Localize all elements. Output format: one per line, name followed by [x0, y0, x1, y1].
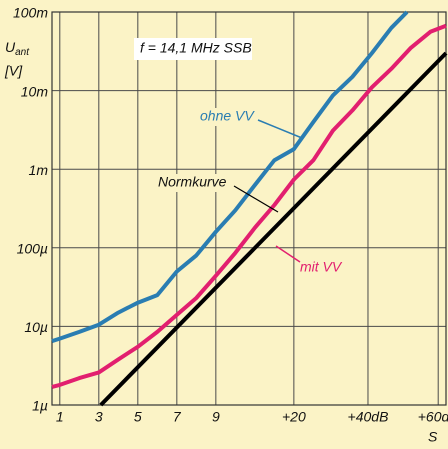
y-label-subscript: ant: [15, 47, 30, 58]
x-tick-label: 5: [134, 409, 142, 425]
label-bg: [296, 259, 348, 277]
annotation-box: [134, 38, 252, 60]
x-tick-label: 9: [212, 409, 220, 425]
y-tick-label: 10m: [21, 83, 49, 99]
y-tick-label: 100µ: [17, 241, 48, 257]
plot-frame: [51, 11, 447, 406]
y-label-unit: [V]: [4, 63, 23, 79]
leader-line: [257, 119, 303, 139]
series-label: ohne VV: [200, 108, 255, 124]
leader-line: [275, 245, 301, 263]
y-tick-label: 100m: [13, 5, 48, 21]
series-line: [51, 10, 409, 344]
x-tick-label: +20: [282, 409, 306, 425]
x-tick-label: 7: [173, 409, 182, 425]
series-label: Normkurve: [158, 174, 227, 190]
series-line: [51, 23, 447, 389]
label-bg: [196, 108, 258, 126]
y-tick-label: 1m: [29, 162, 49, 178]
grid: [52, 11, 446, 406]
label-bg: [154, 174, 234, 192]
series-label: mit VV: [300, 259, 343, 275]
y-tick-label: 10µ: [24, 319, 48, 335]
x-tick-label: 3: [95, 409, 103, 425]
x-tick-label: 1: [56, 409, 64, 425]
annotation: f = 14,1 MHz SSB: [140, 40, 252, 56]
leader-line: [233, 185, 279, 213]
curves: [51, 10, 448, 407]
x-label: S: [428, 429, 438, 445]
x-tick-label: +40dB: [348, 409, 389, 425]
y-label: Uant: [5, 39, 30, 58]
tick-labels: 1µ 10µ 100µ 1m 10m 100m 1 3 5 7 9 +20 +40dB +60dB: [13, 5, 448, 425]
series-line: [99, 51, 448, 407]
y-label-symbol: U: [5, 39, 16, 55]
y-tick-label: 1µ: [32, 398, 48, 414]
x-tick-label: +60dB: [418, 409, 448, 425]
